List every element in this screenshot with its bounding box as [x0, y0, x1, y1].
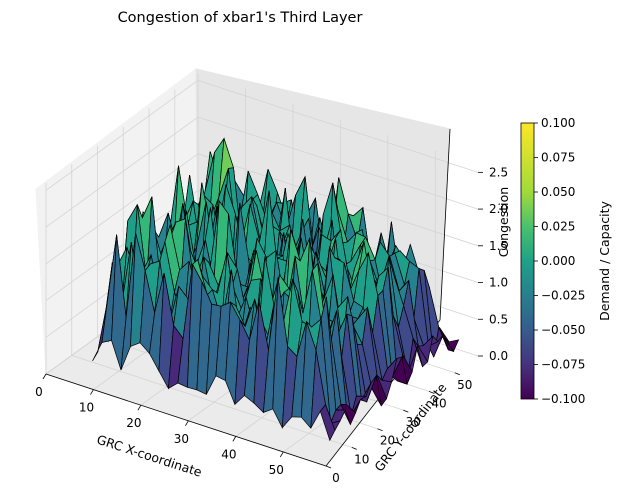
grid-line-z-left	[45, 80, 199, 191]
z-axis-ticks: 0.0 0.5 1.0 1.5 2.0 2.5	[478, 165, 508, 363]
y-tick-mark	[454, 372, 460, 376]
grid-line-z-back	[197, 116, 479, 210]
colorbar-tick-label: 0.050	[541, 185, 575, 199]
z-tick-label: 1.0	[489, 276, 508, 290]
colorbar-label: Demand / Capacity	[597, 201, 612, 321]
y-tick-label: 20	[380, 434, 395, 448]
z-tick-label: 2.0	[489, 202, 508, 216]
x-axis-line	[45, 373, 327, 467]
grid-line-y-floor	[71, 354, 352, 448]
x-tick-mark	[90, 389, 94, 395]
colorbar-tick-label: 0.000	[541, 254, 575, 268]
x-tick-label: 20	[126, 416, 141, 430]
y-tick-label: 0	[332, 471, 340, 485]
y-tick-label: 50	[457, 378, 472, 392]
x-tick-mark	[137, 404, 142, 411]
colorbar-tick-label: 0.075	[541, 151, 575, 165]
z-axis-label: Congestion	[496, 187, 511, 257]
y-axis-ticks: 0 10 20 30 40 50	[325, 372, 472, 485]
colorbar-gradient	[520, 122, 535, 400]
x-tick-mark	[232, 436, 237, 442]
grid-line-z-back	[197, 79, 479, 173]
surface-facet	[319, 403, 336, 442]
x-tick-label: 0	[35, 385, 43, 399]
z-tick-label: 2.5	[489, 165, 508, 179]
y-tick-mark	[325, 465, 332, 469]
x-axis-ticks: 0 10 20 30 40 50	[35, 373, 284, 477]
x-tick-label: 30	[174, 432, 189, 446]
x-tick-mark	[42, 373, 47, 380]
colorbar-tick-label: 0.025	[541, 220, 575, 234]
grid-line-z-left	[45, 116, 199, 228]
x-tick-label: 10	[79, 401, 94, 415]
x-tick-label: 40	[221, 447, 236, 461]
grid-line-z-left	[45, 153, 199, 265]
z-tick-label: 1.5	[489, 239, 508, 253]
y-tick-label: 40	[431, 396, 446, 410]
x-tick-mark	[185, 420, 189, 426]
colorbar: 0.100 0.075 0.050 0.025 0.000 −0.025 −0.050 −0.…	[520, 116, 612, 406]
x-tick-mark	[279, 451, 284, 458]
colorbar-tick-label: −0.100	[541, 392, 585, 406]
y-tick-mark	[403, 409, 409, 413]
colorbar-tick-label: −0.025	[541, 289, 585, 303]
colorbar-ticks: 0.100 0.075 0.050 0.025 0.000 −0.025 −0.050 −0.…	[534, 116, 585, 406]
z-tick-label: 0.0	[489, 349, 508, 363]
y-tick-mark	[377, 428, 383, 432]
colorbar-tick-label: −0.050	[541, 323, 585, 337]
y-tick-mark	[351, 446, 357, 450]
z-tick-label: 0.5	[489, 312, 508, 326]
x-tick-label: 50	[269, 463, 284, 477]
y-tick-label: 10	[354, 452, 369, 466]
colorbar-tick-label: −0.075	[541, 358, 585, 372]
colorbar-tick-label: 0.100	[541, 116, 575, 130]
surface-mesh	[92, 137, 460, 442]
y-tick-label: 30	[406, 415, 421, 429]
z-axis-line	[439, 128, 451, 321]
y-tick-mark	[428, 391, 435, 394]
chart-title: Congestion of xbar1's Third Layer	[118, 10, 363, 26]
